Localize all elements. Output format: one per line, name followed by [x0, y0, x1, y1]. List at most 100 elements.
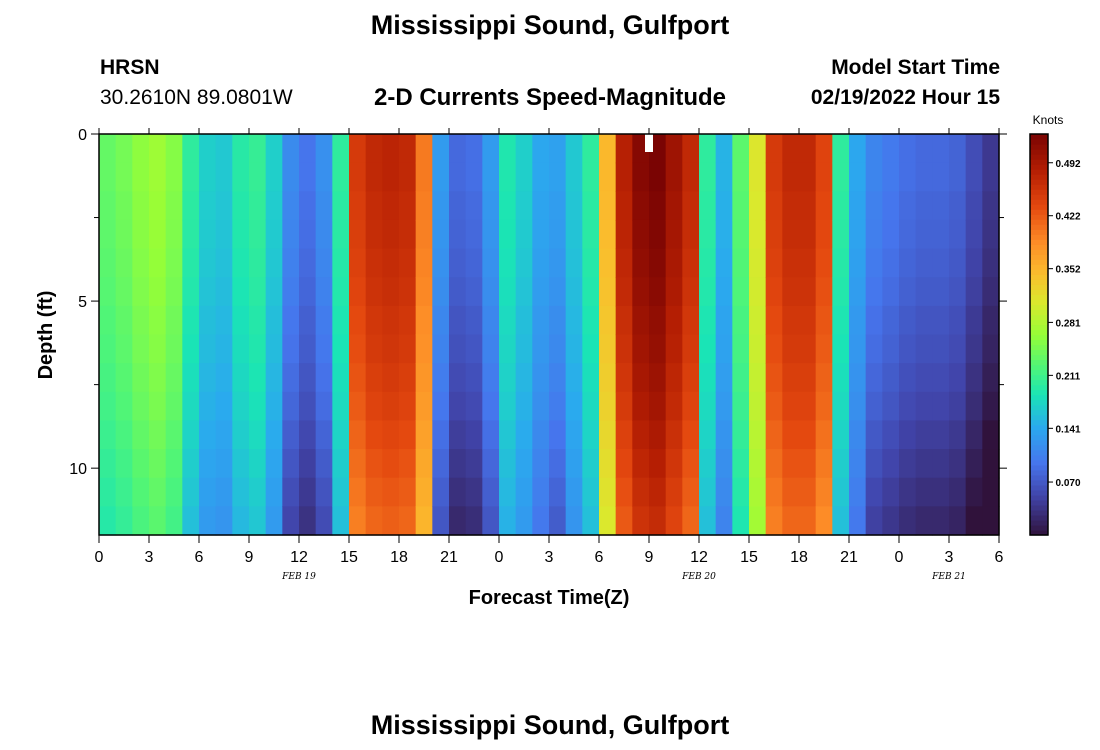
heatmap-cell — [315, 191, 333, 221]
heatmap-cell — [949, 391, 967, 422]
heatmap-cell — [315, 334, 333, 364]
heatmap-cell — [499, 334, 517, 364]
heatmap-cell — [215, 477, 233, 507]
heatmap-cell — [965, 477, 983, 507]
heatmap-cell — [432, 219, 450, 250]
heatmap-cell — [349, 277, 367, 307]
heatmap-cell — [632, 449, 650, 479]
page-title-repeat: Mississippi Sound, Gulfport — [370, 710, 730, 740]
heatmap-cell — [499, 305, 517, 336]
heatmap-cell — [982, 191, 1000, 221]
heatmap-cell — [532, 277, 550, 307]
heatmap-cell — [632, 477, 650, 507]
heatmap-cell — [765, 191, 783, 221]
heatmap-cell — [932, 305, 950, 336]
heatmap-cell — [182, 420, 200, 450]
heatmap-cell — [565, 305, 583, 336]
heatmap-cell — [349, 334, 367, 364]
heatmap-cell — [549, 219, 567, 250]
heatmap-cell — [799, 162, 817, 192]
heatmap-cell — [932, 391, 950, 422]
heatmap-cell — [299, 477, 317, 507]
heatmap-cell — [449, 477, 467, 507]
heatmap-cell — [982, 219, 1000, 250]
heatmap-cell — [982, 334, 1000, 364]
heatmap-cell — [682, 134, 700, 164]
heatmap-cell — [299, 191, 317, 221]
heatmap-cell — [365, 420, 383, 450]
heatmap-cell — [832, 191, 850, 221]
heatmap-cell — [332, 305, 350, 336]
heatmap-cell — [815, 449, 833, 479]
heatmap-cell — [315, 420, 333, 450]
heatmap-cell — [232, 334, 250, 364]
heatmap-cell — [665, 506, 683, 536]
heatmap-cell — [599, 134, 617, 164]
heatmap-cell — [132, 334, 150, 364]
heatmap-cell — [465, 162, 483, 192]
heatmap-cell — [382, 506, 400, 536]
heatmap-cell — [615, 219, 633, 250]
heatmap-cell — [782, 363, 800, 393]
heatmap-cell — [732, 477, 750, 507]
heatmap-cell — [915, 420, 933, 450]
heatmap-cell — [982, 363, 1000, 393]
x-axis-label: Forecast Time(Z) — [469, 587, 630, 609]
heatmap-cell — [149, 162, 167, 192]
heatmap-cell — [232, 449, 250, 479]
date-label: FEB 21 — [931, 572, 966, 582]
heatmap-cell — [699, 334, 717, 364]
heatmap-cell — [165, 277, 183, 307]
heatmap-cell — [399, 420, 417, 450]
heatmap-cell — [99, 248, 117, 278]
heatmap-cell — [249, 477, 267, 507]
heatmap-cell — [882, 391, 900, 422]
colorbar-swatch — [1030, 284, 1048, 290]
heatmap-cell — [949, 363, 967, 393]
heatmap-cell — [299, 305, 317, 336]
heatmap-cell — [765, 420, 783, 450]
plot-subtitle: 2-D Currents Speed-Magnitude — [373, 84, 727, 111]
heatmap-cell — [399, 506, 417, 536]
heatmap-cell — [582, 305, 600, 336]
heatmap-cell — [749, 477, 767, 507]
heatmap-cell — [432, 391, 450, 422]
heatmap-cell — [815, 420, 833, 450]
colorbar-swatch — [1030, 174, 1048, 180]
heatmap-cell — [382, 477, 400, 507]
heatmap-cell — [382, 134, 400, 164]
x-tick-label: 3 — [545, 549, 554, 566]
heatmap-cell — [682, 391, 700, 422]
heatmap-cell — [399, 363, 417, 393]
colorbar-swatch — [1030, 504, 1048, 511]
heatmap-cell — [815, 391, 833, 422]
heatmap-cell — [549, 391, 567, 422]
heatmap-cell — [165, 477, 183, 507]
heatmap-cell — [649, 363, 667, 393]
heatmap-cell — [965, 449, 983, 479]
colorbar-gradient — [1030, 134, 1048, 536]
heatmap-cell — [782, 305, 800, 336]
heatmap-cell — [565, 191, 583, 221]
heatmap-cell — [699, 305, 717, 336]
colorbar-swatch — [1030, 149, 1048, 155]
heatmap-cell — [265, 334, 283, 364]
heatmap-cell — [832, 305, 850, 336]
heatmap-cell — [749, 449, 767, 479]
heatmap-cell — [765, 305, 783, 336]
heatmap-cell — [599, 449, 617, 479]
heatmap-cell — [799, 191, 817, 221]
heatmap-cell — [332, 162, 350, 192]
heatmap-cell — [315, 277, 333, 307]
heatmap-cell — [732, 277, 750, 307]
heatmap-cell — [132, 477, 150, 507]
heatmap-cell — [982, 134, 1000, 164]
heatmap-cell — [415, 334, 433, 364]
heatmap-cell — [432, 134, 450, 164]
model-start-value: 02/19/2022 Hour 15 — [810, 86, 1000, 109]
heatmap-cell — [982, 391, 1000, 422]
heatmap-cell — [982, 506, 1000, 536]
heatmap-cell — [115, 477, 133, 507]
heatmap-cell — [749, 191, 767, 221]
heatmap-cell — [382, 219, 400, 250]
